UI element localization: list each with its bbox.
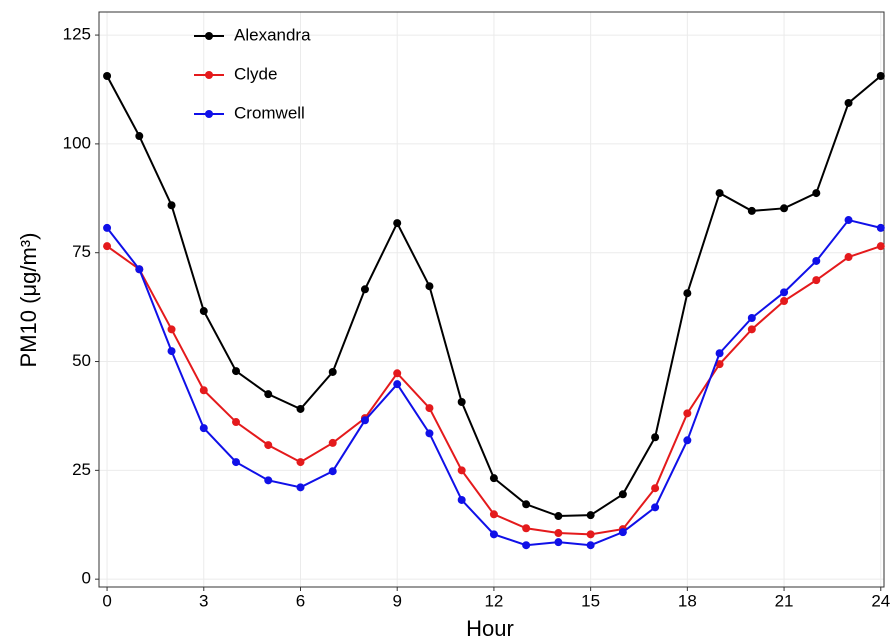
y-tick-label: 75 (72, 242, 91, 261)
point (715, 189, 724, 198)
point (425, 282, 434, 291)
legend-label: Clyde (234, 64, 277, 83)
legend-label: Alexandra (234, 25, 311, 44)
point (780, 297, 789, 306)
point (135, 132, 144, 141)
point (522, 524, 531, 533)
point (586, 511, 595, 520)
x-axis-title: Hour (466, 616, 514, 641)
point (586, 530, 595, 539)
point (715, 349, 724, 358)
point (393, 380, 402, 389)
point (683, 409, 692, 418)
point (618, 490, 627, 499)
legend-point (205, 110, 213, 118)
x-tick-label: 21 (775, 591, 794, 610)
legend-label: Cromwell (234, 103, 305, 122)
point (425, 429, 434, 438)
legend-point (205, 71, 213, 79)
point (522, 541, 531, 550)
point (457, 495, 466, 504)
y-tick-label: 50 (72, 351, 91, 370)
point (522, 500, 531, 509)
point (103, 223, 112, 232)
point (554, 538, 563, 547)
point (360, 416, 369, 425)
point (651, 484, 660, 493)
point (232, 367, 241, 376)
point (780, 204, 789, 213)
y-tick-label: 125 (63, 25, 91, 44)
point (296, 483, 305, 492)
point (812, 276, 821, 285)
point (844, 98, 853, 107)
point (651, 503, 660, 512)
legend-point (205, 32, 213, 40)
point (651, 433, 660, 442)
point (489, 474, 498, 483)
x-tick-label: 12 (484, 591, 503, 610)
x-tick-label: 24 (871, 591, 890, 610)
point (167, 325, 176, 334)
point (457, 398, 466, 407)
point (264, 476, 273, 485)
point (844, 216, 853, 225)
point (167, 347, 176, 356)
point (489, 530, 498, 539)
point (199, 386, 208, 395)
x-tick-label: 3 (199, 591, 208, 610)
x-tick-label: 15 (581, 591, 600, 610)
point (554, 529, 563, 538)
point (876, 242, 885, 251)
point (393, 369, 402, 378)
point (232, 418, 241, 427)
point (715, 360, 724, 369)
y-axis-title: PM10 (μg/m³) (16, 233, 41, 368)
point (296, 458, 305, 467)
point (844, 253, 853, 262)
point (747, 325, 756, 334)
point (683, 436, 692, 445)
point (425, 404, 434, 413)
point (328, 367, 337, 376)
y-tick-label: 0 (82, 569, 91, 588)
point (876, 71, 885, 80)
point (135, 265, 144, 274)
point (554, 512, 563, 521)
point (812, 256, 821, 265)
point (264, 441, 273, 450)
point (264, 390, 273, 399)
point (747, 206, 756, 215)
point (360, 285, 369, 294)
y-tick-label: 25 (72, 460, 91, 479)
point (296, 404, 305, 413)
point (489, 510, 498, 519)
x-tick-label: 6 (296, 591, 305, 610)
y-tick-label: 100 (63, 133, 91, 152)
point (683, 289, 692, 298)
point (457, 466, 466, 475)
point (747, 313, 756, 322)
plot-border (98, 11, 885, 588)
point (812, 189, 821, 198)
point (199, 307, 208, 316)
point (393, 219, 402, 228)
point (328, 467, 337, 476)
point (103, 242, 112, 251)
point (103, 71, 112, 80)
point (618, 528, 627, 537)
point (780, 288, 789, 297)
point (586, 541, 595, 550)
x-tick-label: 0 (102, 591, 111, 610)
point (167, 201, 176, 210)
x-tick-label: 9 (392, 591, 401, 610)
x-tick-label: 18 (678, 591, 697, 610)
point (232, 458, 241, 467)
point (328, 438, 337, 447)
point (876, 223, 885, 232)
point (199, 424, 208, 433)
